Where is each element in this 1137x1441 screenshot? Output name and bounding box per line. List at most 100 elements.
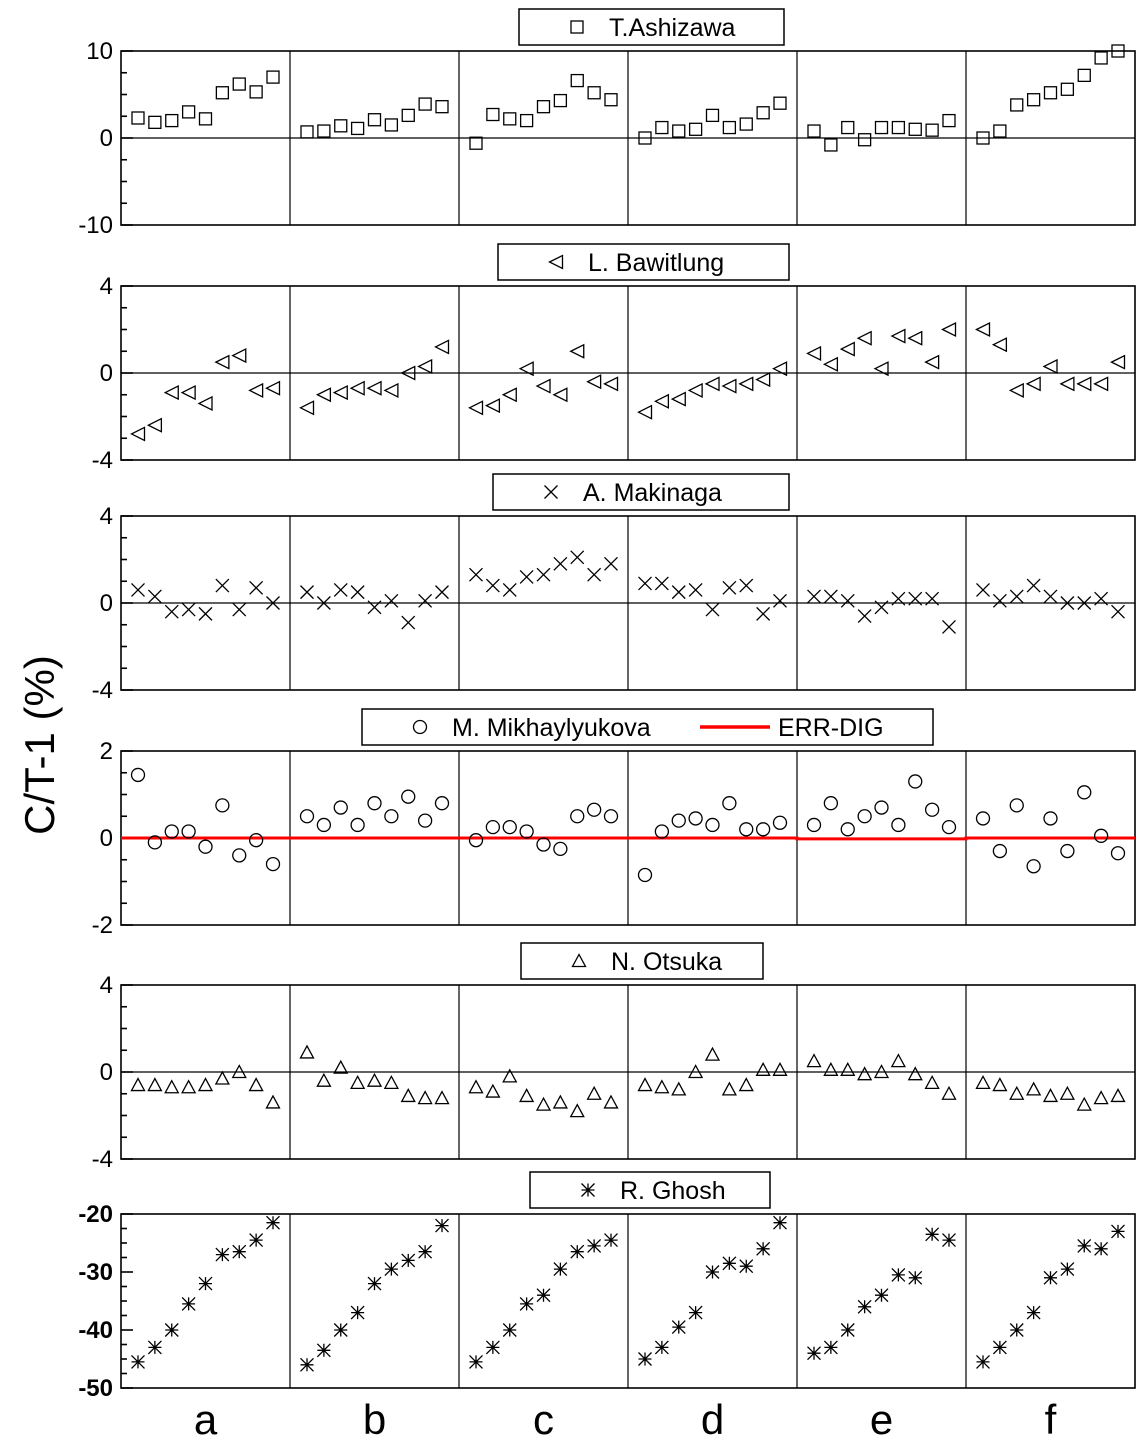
data-point bbox=[603, 1094, 619, 1109]
legend: A. Makinaga bbox=[492, 473, 790, 511]
data-point bbox=[1043, 589, 1058, 604]
data-point bbox=[1077, 596, 1092, 610]
legend-marker bbox=[571, 953, 587, 968]
data-point bbox=[857, 1299, 872, 1314]
data-point bbox=[587, 1238, 602, 1253]
data-point bbox=[384, 118, 399, 132]
legend-box bbox=[492, 473, 790, 511]
data-point bbox=[366, 1072, 383, 1087]
y-tick-label: 2 bbox=[100, 738, 113, 765]
data-point bbox=[350, 1305, 365, 1320]
data-point bbox=[1008, 382, 1024, 398]
x-group-label: f bbox=[1045, 1396, 1057, 1441]
data-point bbox=[300, 125, 314, 139]
data-point bbox=[840, 593, 855, 608]
data-point bbox=[316, 1072, 332, 1087]
data-point bbox=[638, 576, 652, 591]
data-point bbox=[163, 385, 179, 401]
data-point bbox=[688, 582, 703, 597]
data-point bbox=[519, 1088, 535, 1103]
data-point bbox=[469, 567, 483, 582]
data-point bbox=[553, 841, 568, 857]
data-point bbox=[772, 815, 788, 830]
y-tick-label: -4 bbox=[92, 447, 113, 474]
data-point bbox=[671, 1081, 687, 1096]
data-point bbox=[603, 809, 619, 824]
data-point bbox=[503, 112, 517, 126]
data-point bbox=[807, 1346, 821, 1361]
data-point bbox=[469, 136, 483, 150]
data-point bbox=[840, 1061, 856, 1076]
data-point bbox=[806, 345, 822, 361]
data-point bbox=[671, 1320, 686, 1335]
data-point bbox=[1093, 1090, 1109, 1105]
data-point bbox=[654, 1079, 670, 1094]
data-point bbox=[874, 600, 889, 615]
data-point bbox=[924, 802, 940, 817]
data-point bbox=[248, 833, 264, 848]
y-tick-label: -2 bbox=[92, 912, 113, 939]
x-group-label: b bbox=[363, 1396, 386, 1441]
data-point bbox=[655, 120, 669, 135]
data-point bbox=[519, 824, 534, 839]
data-point bbox=[569, 1103, 585, 1118]
y-tick-label: 4 bbox=[100, 972, 113, 999]
data-point bbox=[197, 1077, 214, 1092]
y-tick-label: 0 bbox=[100, 825, 113, 852]
data-point bbox=[383, 1075, 399, 1090]
data-point bbox=[536, 567, 551, 582]
data-point bbox=[722, 796, 737, 811]
data-point bbox=[214, 1070, 230, 1085]
data-point bbox=[925, 1227, 940, 1242]
data-point bbox=[131, 1354, 145, 1369]
data-point bbox=[350, 121, 365, 136]
data-point bbox=[806, 1053, 822, 1068]
panel-2: 4 0 -4 L. Bawitlung bbox=[92, 243, 1136, 474]
data-point bbox=[773, 593, 787, 608]
data-point bbox=[824, 138, 838, 152]
data-point bbox=[705, 602, 720, 617]
y-axis-label: C/T-1 (%) bbox=[16, 655, 63, 835]
y-tick-label: 0 bbox=[100, 360, 113, 387]
data-point bbox=[1077, 785, 1092, 800]
data-point bbox=[891, 591, 906, 606]
data-point bbox=[181, 105, 196, 119]
data-point bbox=[975, 1075, 991, 1090]
data-point bbox=[976, 131, 990, 145]
data-point bbox=[1060, 596, 1075, 610]
data-point bbox=[553, 93, 568, 108]
data-point bbox=[418, 1244, 433, 1259]
data-point bbox=[164, 1079, 180, 1094]
data-point bbox=[907, 1066, 923, 1081]
data-point bbox=[266, 596, 280, 610]
data-point bbox=[299, 1044, 315, 1059]
data-point bbox=[265, 380, 281, 396]
data-point bbox=[705, 108, 720, 123]
data-point bbox=[485, 1083, 501, 1098]
data-point bbox=[755, 822, 771, 837]
data-point bbox=[249, 85, 263, 99]
data-point bbox=[1025, 376, 1041, 392]
data-point bbox=[704, 1046, 721, 1061]
data-point bbox=[991, 337, 1008, 353]
data-point bbox=[502, 1068, 518, 1083]
data-point bbox=[739, 117, 753, 131]
data-point bbox=[164, 1323, 179, 1337]
data-point bbox=[840, 1323, 855, 1337]
data-point bbox=[1094, 51, 1108, 65]
data-point bbox=[164, 824, 179, 839]
data-point bbox=[248, 1077, 264, 1092]
data-point bbox=[570, 809, 585, 824]
data-point bbox=[874, 1288, 889, 1303]
data-point bbox=[1009, 1323, 1024, 1337]
data-point bbox=[147, 1340, 162, 1355]
y-tick-label: -40 bbox=[78, 1317, 113, 1344]
data-point bbox=[1060, 1262, 1075, 1277]
data-point bbox=[772, 1061, 788, 1076]
data-point bbox=[671, 813, 686, 828]
data-point bbox=[890, 1053, 906, 1068]
data-point bbox=[266, 1215, 280, 1230]
data-point bbox=[942, 113, 956, 128]
data-point bbox=[536, 100, 551, 114]
